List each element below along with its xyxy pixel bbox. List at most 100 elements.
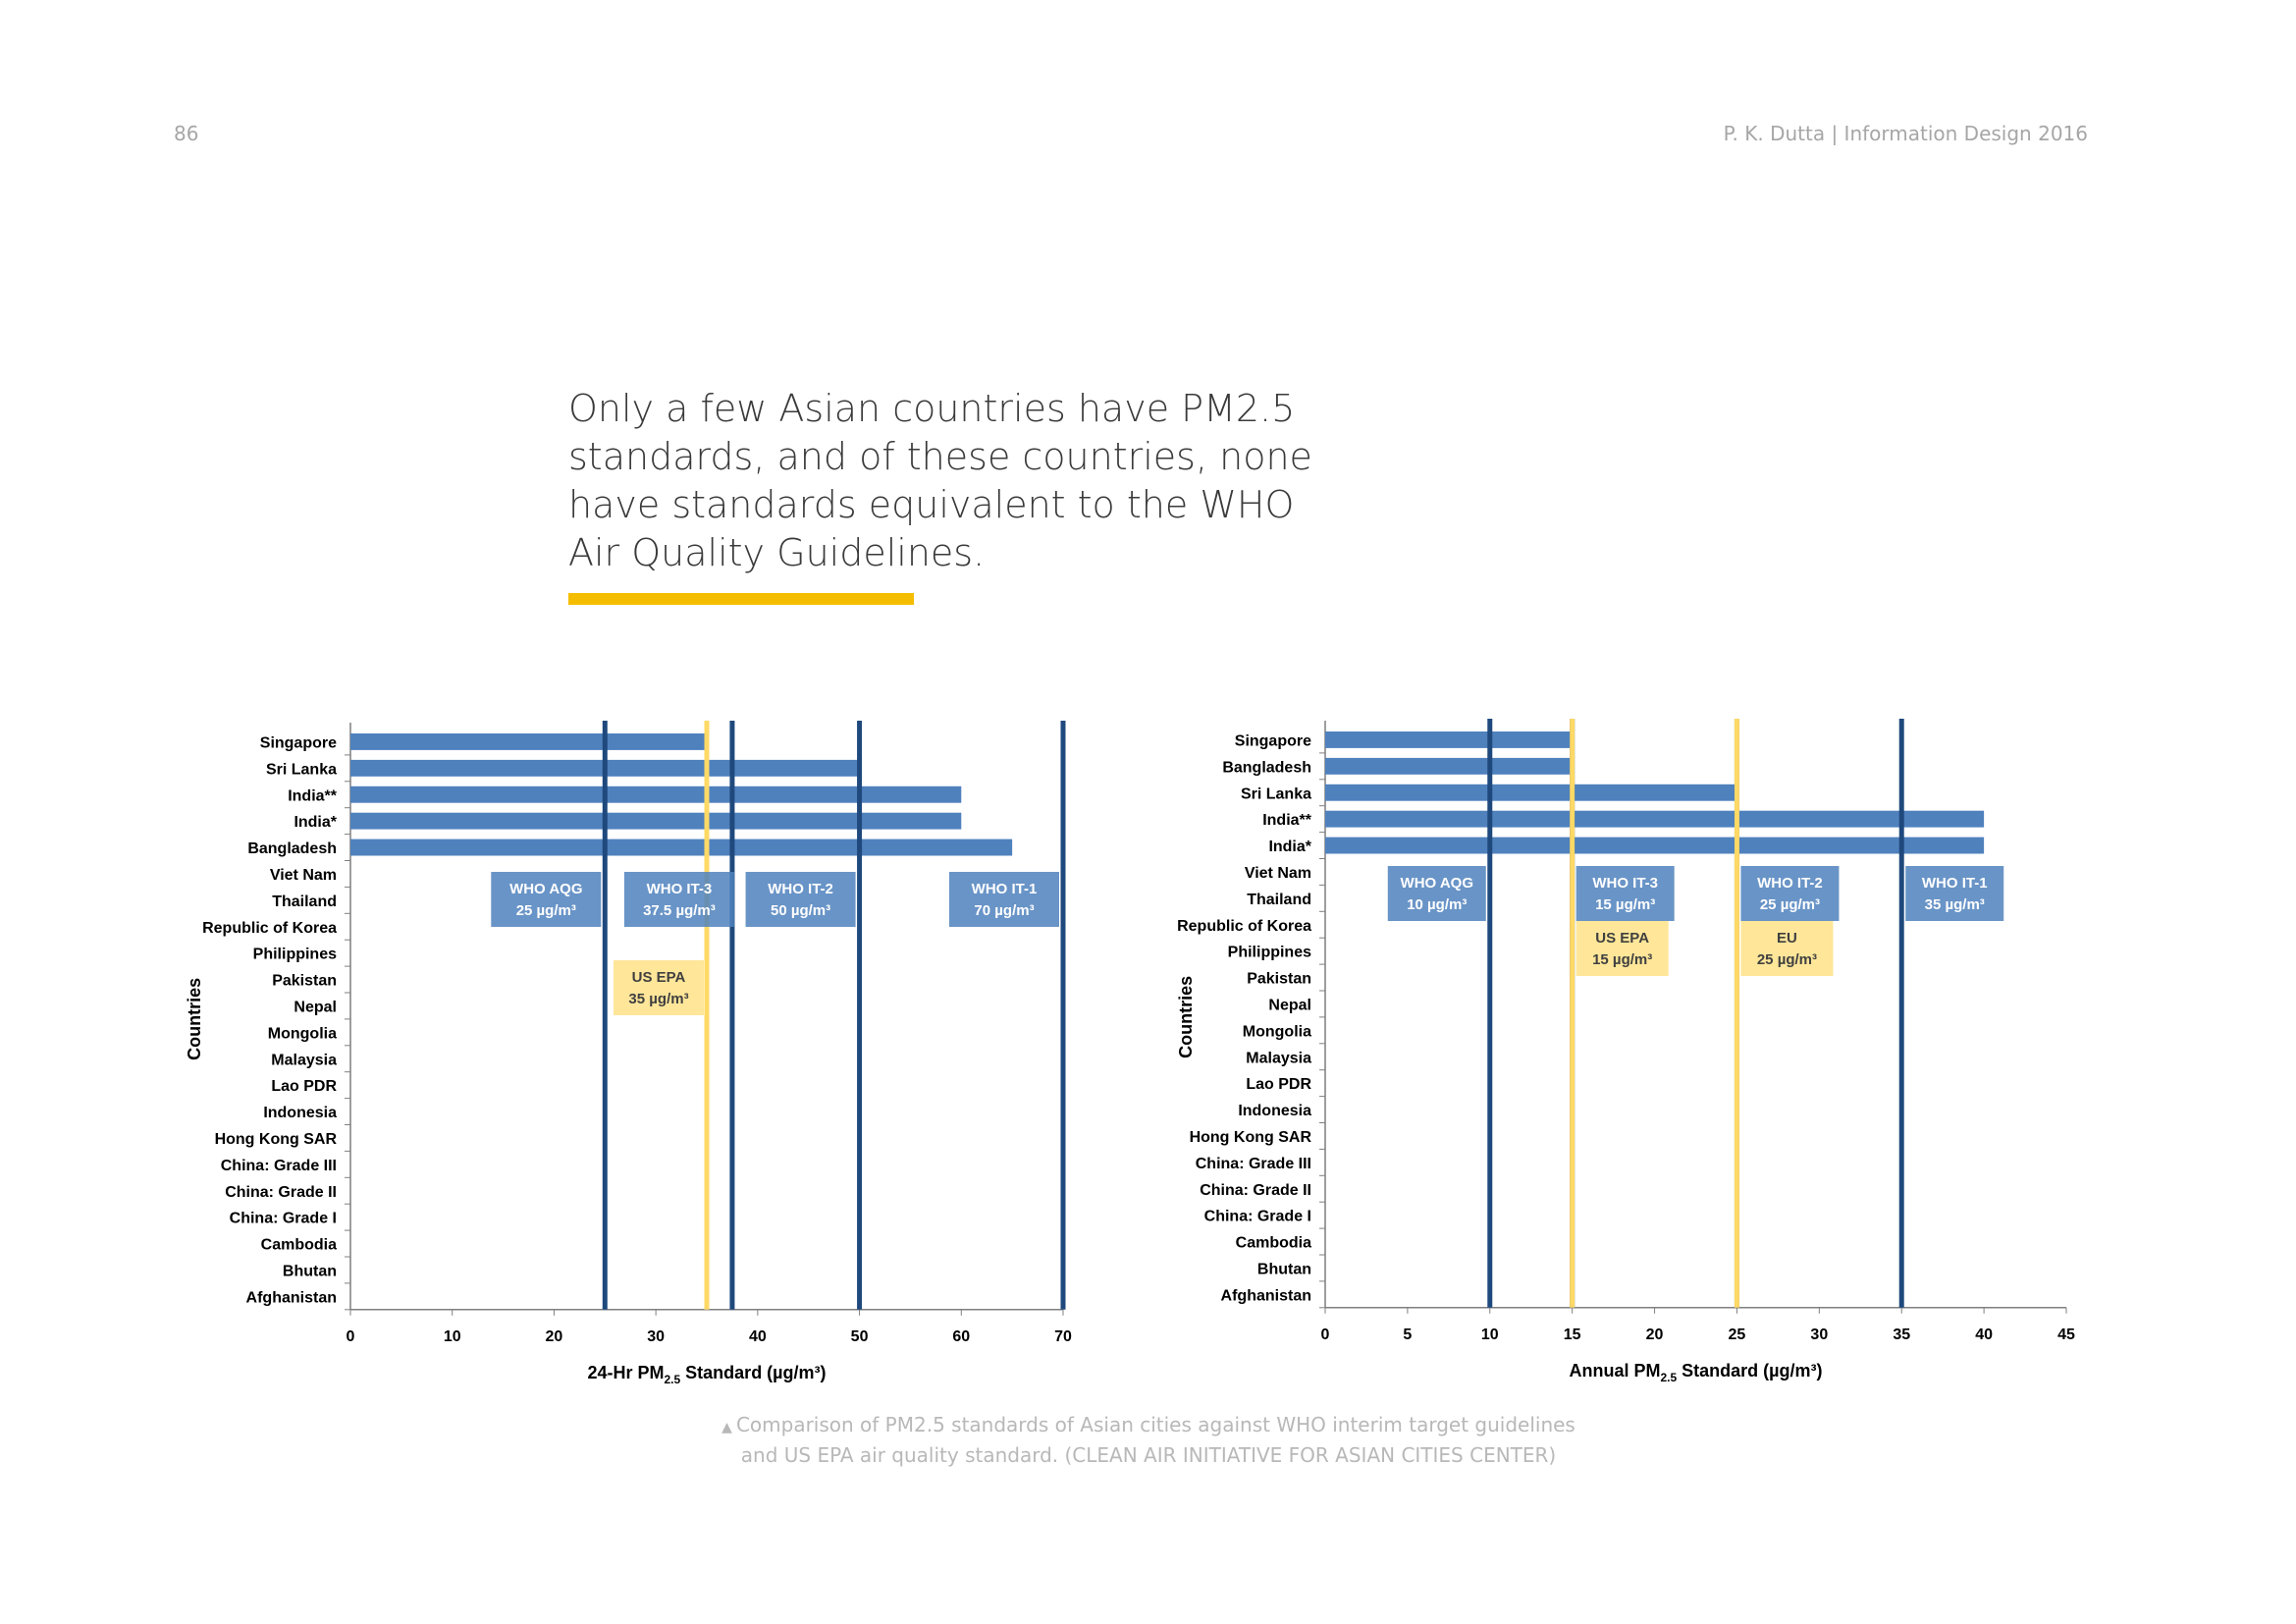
bar: [1325, 837, 1985, 854]
label-box-bg: [1740, 866, 1840, 921]
label-box-bg: [949, 872, 1059, 927]
headline: Only a few Asian countries have PM2.5 st…: [568, 387, 1312, 574]
y-tick-label: Mongolia: [268, 1025, 337, 1042]
label-box-value: 25 µg/m³: [1757, 951, 1817, 968]
bar: [350, 839, 1013, 856]
label-box-value: 37.5 µg/m³: [643, 902, 716, 919]
y-tick-label: Philippines: [253, 947, 337, 963]
y-tick-label: Pakistan: [1247, 971, 1311, 988]
x-tick-label: 25: [1729, 1326, 1746, 1343]
bar: [1325, 810, 1985, 828]
label-box-bg: [1575, 866, 1675, 921]
label-box-value: 70 µg/m³: [974, 902, 1034, 919]
y-tick-label: Hong Kong SAR: [215, 1131, 338, 1148]
y-tick-label: India**: [288, 787, 338, 804]
y-tick-label: Bhutan: [1257, 1261, 1311, 1277]
x-tick-label: 10: [444, 1328, 461, 1345]
x-tick-label: 0: [1321, 1326, 1330, 1343]
y-tick-label: Viet Nam: [270, 867, 337, 884]
x-tick-label: 45: [2057, 1326, 2075, 1343]
y-tick-label: China: Grade II: [1200, 1182, 1311, 1199]
label-box-bg: [1387, 866, 1486, 921]
y-tick-label: Malaysia: [1246, 1050, 1311, 1066]
y-tick-label: Sri Lanka: [266, 761, 337, 778]
accent-bar: [568, 593, 914, 605]
label-box-title: WHO IT-3: [647, 881, 713, 897]
y-tick-label: Thailand: [272, 893, 337, 910]
y-tick-label: Bhutan: [283, 1263, 337, 1279]
label-box-title: WHO IT-3: [1592, 875, 1658, 892]
y-tick-label: Afghanistan: [246, 1289, 337, 1306]
y-tick-label: China: Grade II: [225, 1184, 337, 1201]
y-axis-title: Countries: [185, 978, 204, 1060]
y-tick-label: Republic of Korea: [202, 920, 337, 937]
y-axis-title: Countries: [1176, 976, 1196, 1058]
y-tick-label: Nepal: [1268, 997, 1311, 1013]
label-box-value: 35 µg/m³: [628, 991, 688, 1007]
label-box-bg: [614, 960, 704, 1015]
x-tick-label: 30: [1810, 1326, 1828, 1343]
x-tick-label: 60: [952, 1328, 970, 1345]
x-tick-label: 15: [1564, 1326, 1581, 1343]
who-label-box: WHO IT-1 35 µg/m³: [1905, 866, 2004, 921]
y-tick-label: Lao PDR: [1246, 1076, 1311, 1093]
bar: [350, 785, 962, 803]
bar: [1325, 784, 1737, 801]
label-box-value: 25 µg/m³: [516, 902, 576, 919]
y-tick-label: China: Grade III: [221, 1158, 337, 1174]
bar: [1325, 731, 1573, 748]
x-axis-title: Annual PM2.5 Standard (µg/m³): [1569, 1361, 1822, 1384]
y-tick-label: Malaysia: [271, 1052, 337, 1068]
y-tick-label: Mongolia: [1243, 1023, 1311, 1040]
y-tick-label: Nepal: [294, 999, 337, 1015]
who-label-box: WHO IT-2 50 µg/m³: [745, 872, 856, 927]
label-box-value: 50 µg/m³: [771, 902, 830, 919]
bar: [350, 733, 707, 750]
x-tick-label: 20: [1646, 1326, 1664, 1343]
label-box-value: 25 µg/m³: [1760, 896, 1820, 913]
label-box-title: US EPA: [1595, 930, 1649, 947]
who-label-box: WHO AQG 10 µg/m³: [1387, 866, 1486, 921]
bar: [350, 812, 962, 830]
label-box-bg: [745, 872, 856, 927]
label-box-bg: [1905, 866, 2004, 921]
x-tick-label: 40: [1975, 1326, 1993, 1343]
y-tick-label: Pakistan: [272, 973, 337, 990]
label-box-title: WHO AQG: [1401, 875, 1473, 892]
figure-caption: ▲ Comparison of PM2.5 standards of Asian …: [687, 1411, 1610, 1469]
x-tick-label: 50: [851, 1328, 869, 1345]
y-tick-label: Bangladesh: [247, 840, 337, 857]
who-label-box: WHO IT-3 15 µg/m³: [1575, 866, 1675, 921]
label-box-title: WHO IT-1: [1922, 875, 1988, 892]
label-box-title: US EPA: [632, 969, 686, 986]
chart-24hr-standard: Singapore Sri Lanka India** India* Banglades…: [185, 721, 1072, 1386]
x-tick-label: 70: [1054, 1328, 1072, 1345]
label-box-title: WHO IT-2: [768, 881, 833, 897]
label-box-title: WHO IT-1: [972, 881, 1038, 897]
x-tick-label: 20: [546, 1328, 563, 1345]
y-tick-label: India*: [294, 814, 337, 831]
who-label-box: WHO IT-2 25 µg/m³: [1740, 866, 1840, 921]
label-box-value: 15 µg/m³: [1595, 896, 1655, 913]
bar: [1325, 757, 1573, 775]
y-tick-label: Republic of Korea: [1177, 918, 1311, 935]
label-box-title: WHO AQG: [509, 881, 582, 897]
label-box-bg: [1740, 921, 1834, 976]
x-tick-label: 35: [1893, 1326, 1910, 1343]
y-tick-label: Sri Lanka: [1241, 785, 1311, 802]
standard-label-box: US EPA 15 µg/m³: [1575, 921, 1669, 976]
y-tick-label: China: Grade I: [1204, 1209, 1311, 1225]
label-box-value: 15 µg/m³: [1592, 951, 1652, 968]
x-tick-label: 5: [1403, 1326, 1412, 1343]
y-tick-label: Bangladesh: [1222, 759, 1311, 776]
running-head: P. K. Dutta | Information Design 2016: [1723, 122, 2088, 145]
page-number: 86: [174, 122, 199, 145]
y-tick-label: Cambodia: [1236, 1235, 1311, 1252]
y-tick-label: Singapore: [260, 734, 337, 751]
x-tick-label: 40: [749, 1328, 767, 1345]
caption-marker: ▲: [721, 1420, 732, 1435]
y-tick-label: Singapore: [1235, 732, 1311, 749]
y-tick-label: Hong Kong SAR: [1190, 1129, 1312, 1146]
who-label-box: WHO IT-3 37.5 µg/m³: [623, 872, 734, 927]
x-tick-label: 0: [347, 1328, 355, 1345]
